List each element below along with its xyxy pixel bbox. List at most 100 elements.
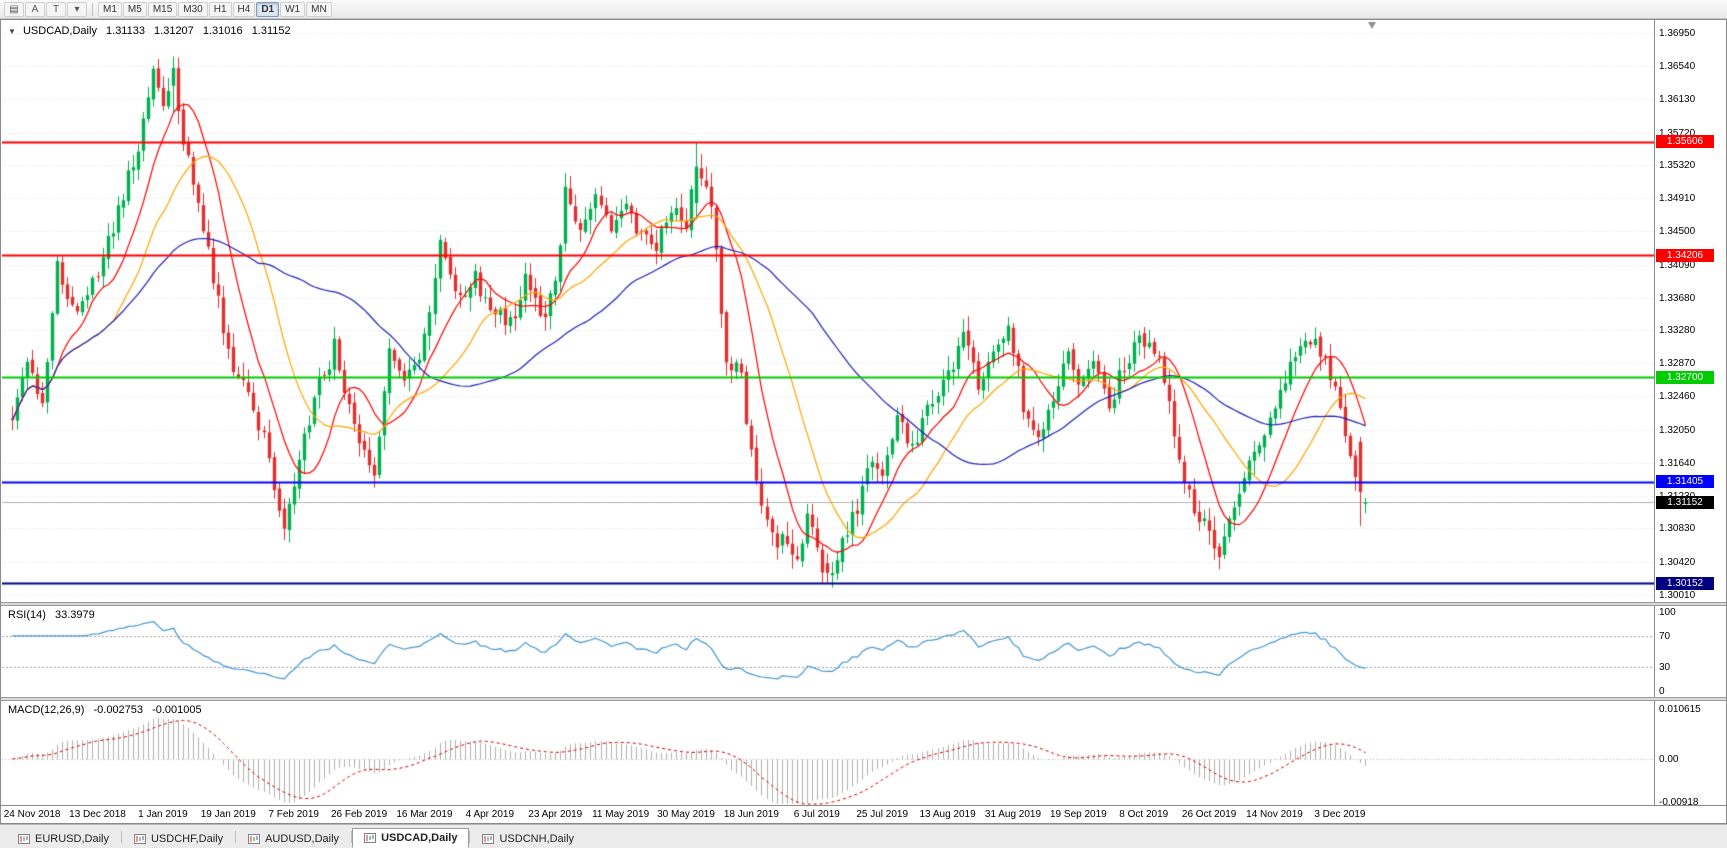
time-axis[interactable]: 24 Nov 2018 13 Dec 2018 1 Jan 2019 19 Jan 2…	[1, 805, 1726, 823]
date-tick-label: 13 Aug 2019	[919, 809, 976, 820]
ohlc-close: 1.31152	[251, 25, 291, 37]
rsi-canvas[interactable]	[2, 606, 1654, 697]
rsi-tick-label: 70	[1659, 630, 1671, 642]
chart-tab-audusd[interactable]: AUDUSD,Daily	[236, 828, 351, 848]
price-tick-label: 1.36130	[1659, 94, 1696, 106]
macd-tick-label: 0.010615	[1659, 703, 1701, 715]
price-chart-canvas[interactable]	[2, 21, 1654, 602]
timeframe-button-d1[interactable]: D1	[256, 1, 280, 17]
price-tick-label: 1.30420	[1659, 556, 1696, 568]
price-tick-label: 1.36540	[1659, 61, 1696, 73]
price-tick-label: 1.32870	[1659, 358, 1696, 370]
date-tick-label: 24 Nov 2018	[3, 809, 61, 820]
macd-signal-value: -0.001005	[152, 704, 202, 716]
chart-tab-icon	[364, 833, 377, 843]
date-tick-label: 1 Jan 2019	[138, 809, 188, 820]
chart-window: ▼ USDCAD,Daily 1.31133 1.31207 1.31016 1…	[0, 19, 1727, 824]
price-tick-label: 1.32050	[1659, 424, 1696, 436]
toolbar-separator	[92, 2, 93, 16]
timeframe-button-h1[interactable]: H1	[208, 1, 232, 17]
date-tick-label: 14 Nov 2019	[1246, 809, 1303, 820]
chart-tab-icon	[133, 833, 146, 844]
timeframe-button-mn[interactable]: MN	[306, 1, 332, 17]
chart-tab-icon	[482, 833, 495, 844]
date-tick-label: 30 May 2019	[657, 809, 715, 820]
date-tick-label: 23 Apr 2019	[528, 809, 583, 820]
date-tick-label: 7 Feb 2019	[268, 809, 319, 820]
ohlc-open: 1.31133	[106, 25, 145, 37]
ohlc-high: 1.31207	[154, 25, 194, 37]
template-tool-icon[interactable]: T	[46, 1, 66, 17]
chart-tab-icon	[18, 833, 30, 844]
level-badge-pivot-green: 1.32700	[1656, 370, 1714, 384]
rsi-tick-label: 30	[1659, 662, 1671, 674]
macd-title: MACD(12,26,9) -0.002753 -0.001005	[8, 704, 202, 716]
price-tick-label: 1.34090	[1659, 259, 1696, 271]
chart-tab-label: USDCHF,Daily	[150, 832, 224, 845]
price-tick-label: 1.30010	[1659, 589, 1696, 601]
timeframe-button-m15[interactable]: M15	[147, 1, 178, 17]
date-tick-label: 25 Jul 2019	[856, 809, 909, 820]
macd-canvas[interactable]	[2, 701, 1654, 805]
macd-label: MACD(12,26,9)	[8, 704, 85, 716]
line-studies-icon[interactable]: ▾	[67, 1, 87, 17]
collapse-icon[interactable]: ▼	[8, 27, 16, 36]
date-tick-label: 26 Oct 2019	[1181, 809, 1237, 820]
date-tick-label: 19 Sep 2019	[1050, 809, 1107, 820]
chart-title: ▼ USDCAD,Daily 1.31133 1.31207 1.31016 1…	[8, 25, 291, 37]
tab-separator	[235, 830, 237, 843]
date-tick-label: 4 Apr 2019	[465, 809, 515, 820]
price-tick-label: 1.31640	[1659, 457, 1696, 469]
chart-tab-label: AUDUSD,Daily	[265, 832, 340, 845]
current-price-badge: 1.31152	[1656, 495, 1714, 509]
date-tick-label: 26 Feb 2019	[330, 809, 388, 820]
date-tick-label: 18 Jun 2019	[723, 809, 779, 820]
tab-separator	[469, 830, 471, 843]
chart-tab-usdcnh[interactable]: USDCNH,Daily	[470, 828, 586, 848]
rsi-label: RSI(14)	[8, 609, 46, 621]
rsi-tick-label: 100	[1659, 607, 1676, 618]
chart-tab-eurusd[interactable]: EURUSD,Daily	[6, 828, 121, 848]
macd-main-value: -0.002753	[93, 704, 144, 716]
chart-symbol-label: USDCAD,Daily	[22, 25, 97, 37]
timeframe-button-m5[interactable]: M5	[122, 1, 147, 17]
date-tick-label: 31 Aug 2019	[984, 809, 1042, 820]
chart-tab-usdchf[interactable]: USDCHF,Daily	[122, 828, 235, 848]
chart-tab-usdcad[interactable]: USDCAD,Daily	[352, 828, 470, 848]
level-badge-resistance-upper: 1.35606	[1656, 135, 1714, 149]
cursor-tool-icon[interactable]: A	[25, 1, 45, 17]
panel-divider[interactable]	[1, 602, 1726, 606]
rsi-value: 33.3979	[54, 609, 95, 621]
price-tick-label: 1.32460	[1659, 391, 1696, 403]
rsi-tick-label: 0	[1659, 686, 1665, 697]
chart-tab-label: EURUSD,Daily	[35, 832, 109, 845]
chart-tab-bar: EURUSD,Daily USDCHF,Daily AUDUSD,Daily USDC…	[0, 824, 1727, 848]
date-tick-label: 11 May 2019	[592, 809, 650, 820]
panel-divider[interactable]	[1, 697, 1726, 701]
timeframe-button-m30[interactable]: M30	[178, 1, 208, 17]
price-tick-label: 1.34500	[1659, 226, 1696, 238]
price-tick-label: 1.33280	[1659, 325, 1696, 337]
chart-tab-icon	[248, 833, 261, 844]
charts-menu-icon[interactable]: ▤	[4, 1, 24, 17]
price-tick-label: 1.35720	[1659, 127, 1696, 139]
toolbar: ▤ A T ▾ M1 M5 M15 M30 H1 H4 D1 W1 MN	[0, 0, 1727, 19]
timeframe-button-w1[interactable]: W1	[280, 1, 306, 17]
price-axis-separator	[1654, 20, 1655, 805]
date-tick-label: 13 Dec 2018	[69, 809, 126, 820]
macd-tick-label: -0.00918	[1659, 796, 1699, 808]
date-tick-label: 19 Jan 2019	[200, 809, 256, 820]
macd-tick-label: 0.00	[1659, 753, 1679, 765]
price-tick-label: 1.33680	[1659, 292, 1696, 304]
timeframe-button-m1[interactable]: M1	[98, 1, 122, 17]
date-tick-label: 3 Dec 2019	[1314, 809, 1366, 820]
timeframe-button-h4[interactable]: H4	[232, 1, 256, 17]
date-tick-label: 6 Jul 2019	[793, 809, 840, 820]
level-badge-resistance-lower: 1.34206	[1656, 248, 1714, 262]
date-tick-label: 8 Oct 2019	[1119, 809, 1169, 820]
tab-separator	[351, 830, 353, 843]
level-badge-support-navy: 1.30152	[1656, 576, 1714, 590]
tab-separator	[120, 830, 122, 843]
rsi-title: RSI(14) 33.3979	[8, 609, 95, 621]
price-tick-label: 1.34910	[1659, 193, 1696, 205]
